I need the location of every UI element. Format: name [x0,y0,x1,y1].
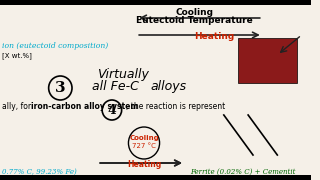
Text: , the reaction is represent: , the reaction is represent [126,102,226,111]
FancyBboxPatch shape [238,38,297,83]
Text: Heating: Heating [194,32,234,41]
Text: Virtually: Virtually [97,68,149,81]
Text: Heating: Heating [127,160,161,169]
Text: Cooling: Cooling [129,135,159,141]
Text: [X wt.%]: [X wt.%] [2,52,32,59]
Text: all Fe-C: all Fe-C [92,80,139,93]
Text: Ferrite (0.02% C) + Cementit: Ferrite (0.02% C) + Cementit [190,168,295,176]
Text: alloys: alloys [151,80,187,93]
Text: 0.77% C, 99.23% Fe): 0.77% C, 99.23% Fe) [2,168,77,176]
Text: Eutectoid Temperature: Eutectoid Temperature [136,16,253,25]
FancyBboxPatch shape [0,175,311,180]
Text: Cooling: Cooling [176,8,214,17]
Text: 727 °C: 727 °C [132,143,156,149]
Text: ally, for: ally, for [2,102,34,111]
FancyBboxPatch shape [0,0,311,5]
Text: ion (eutectoid composition): ion (eutectoid composition) [2,42,108,50]
Text: iron-carbon alloy system: iron-carbon alloy system [31,102,138,111]
Text: 3: 3 [55,81,66,95]
Text: 4: 4 [108,103,116,116]
